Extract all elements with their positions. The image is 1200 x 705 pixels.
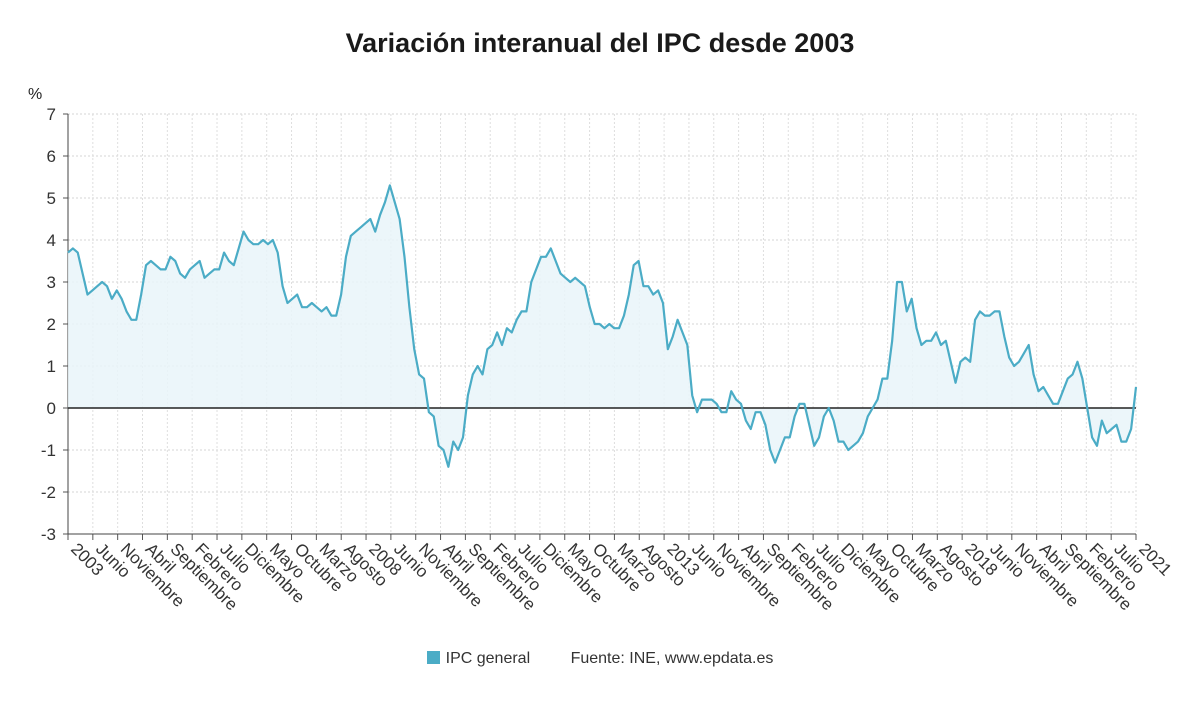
- legend: IPC general Fuente: INE, www.epdata.es: [0, 650, 1200, 668]
- y-tick-label: 4: [47, 231, 56, 250]
- source-note: Fuente: INE, www.epdata.es: [570, 650, 774, 667]
- legend-series-label: IPC general: [445, 650, 531, 667]
- y-tick-label: 5: [47, 189, 56, 208]
- y-tick-label: 3: [47, 273, 56, 292]
- y-tick-label: 6: [47, 147, 56, 166]
- chart-title: Variación interanual del IPC desde 2003: [345, 28, 855, 58]
- y-tick-label: 1: [47, 357, 56, 376]
- series-line-ipc-general: [67, 184, 1138, 468]
- y-tick-label: -1: [41, 441, 56, 460]
- series-area-fill: [68, 185, 1136, 467]
- legend-swatch: [426, 651, 440, 664]
- y-tick-label: -3: [41, 525, 56, 544]
- y-tick-label: -2: [41, 483, 56, 502]
- y-tick-label: 7: [47, 105, 56, 124]
- y-axis-unit: %: [28, 86, 42, 103]
- y-tick-label: 2: [47, 315, 56, 334]
- y-tick-label: 0: [47, 399, 56, 418]
